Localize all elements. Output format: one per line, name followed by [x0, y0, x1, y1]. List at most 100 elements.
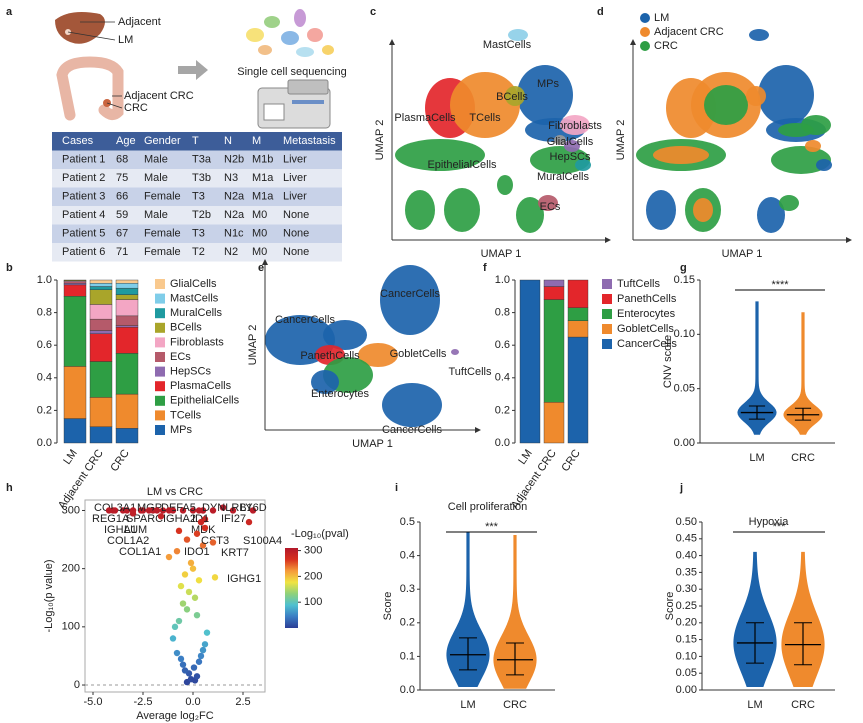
- legend-swatch: [155, 395, 165, 406]
- y-tick-label: 0.2: [495, 404, 510, 416]
- highlighted-gene: [209, 507, 217, 514]
- table-row-bg: [52, 206, 342, 225]
- liver-label: Adjacent: [118, 16, 161, 28]
- table-cell: T3b: [192, 172, 211, 184]
- table-cell: N2: [224, 246, 238, 258]
- legend-label: GobletCells: [617, 323, 674, 335]
- y-tick-label: 1.0: [37, 274, 52, 286]
- table-row-bg: [52, 187, 342, 206]
- gene-point: [219, 504, 227, 511]
- gene-point: [173, 649, 181, 657]
- y-axis-label: -Log₁₀(p value): [43, 559, 55, 632]
- gene-point: [177, 655, 185, 663]
- gene-label: LY6D: [240, 502, 267, 514]
- table-cell: Female: [144, 246, 181, 258]
- gene-label: REG1A: [92, 513, 130, 525]
- x-tick-label: LM: [747, 699, 762, 711]
- panel-letter: g: [680, 262, 687, 274]
- legend-label: PanethCells: [617, 293, 677, 305]
- cell-cluster: [323, 320, 367, 350]
- legend-label: CRC: [654, 40, 678, 52]
- cell-cluster: [758, 65, 814, 125]
- cell-cluster: [746, 86, 766, 106]
- legend-marker: [640, 41, 650, 51]
- legend-swatch: [602, 339, 612, 349]
- table-cell: T3a: [192, 154, 212, 166]
- table-cell: N1c: [224, 228, 244, 240]
- legend-swatch: [155, 381, 165, 392]
- gene-point: [159, 507, 167, 514]
- legend-label: TCells: [170, 409, 202, 421]
- table-cell: Patient 5: [62, 228, 105, 240]
- bar-segment: [63, 284, 87, 297]
- y-tick-label: 0.0: [37, 437, 52, 449]
- legend-swatch: [602, 279, 612, 289]
- colon-label: Adjacent CRC: [124, 90, 194, 102]
- cell-cluster: [380, 265, 440, 335]
- table-cell: Patient 3: [62, 191, 105, 203]
- legend-swatch: [155, 308, 165, 319]
- x-tick-label: LM: [749, 452, 764, 464]
- legend-label: TuftCells: [617, 278, 660, 290]
- bar-segment: [115, 393, 139, 429]
- gene-point: [179, 661, 187, 668]
- cell-cluster: [497, 175, 513, 195]
- gene-point: [183, 536, 191, 543]
- gene-label: IGHA2: [163, 513, 196, 525]
- table-cell: T2b: [192, 209, 211, 221]
- bar-segment: [115, 283, 139, 289]
- legend-swatch: [602, 294, 612, 304]
- x-axis-label: UMAP 1: [722, 248, 763, 260]
- cell-cluster: [693, 198, 713, 222]
- gene-point: [175, 617, 183, 625]
- panel-letter: e: [258, 262, 264, 274]
- highlighted-gene: [197, 518, 205, 526]
- legend-label: LM: [654, 12, 669, 24]
- bar-segment: [115, 287, 139, 295]
- x-tick-label: 2.5: [235, 696, 250, 708]
- y-tick-label: 0.4: [37, 372, 52, 384]
- panel-letter: c: [370, 6, 376, 18]
- x-tick-label: CRC: [503, 699, 527, 711]
- x-tick-label: CRC: [559, 447, 583, 473]
- legend-swatch: [155, 322, 165, 333]
- cluster-label: BCells: [496, 91, 528, 103]
- gene-point: [193, 612, 201, 619]
- table-cell: 67: [116, 228, 128, 240]
- cell-cluster: [382, 383, 442, 427]
- table-cell: M0: [252, 246, 267, 258]
- y-tick-label: 0.2: [37, 404, 52, 416]
- cluster-label: MastCells: [483, 39, 532, 51]
- table-header: Gender: [144, 135, 181, 147]
- bar-segment: [89, 361, 113, 398]
- y-tick-label: 0.35: [676, 566, 697, 578]
- bar-segment: [63, 366, 87, 419]
- bar-segment: [567, 279, 589, 308]
- x-axis-label: UMAP 1: [481, 248, 522, 260]
- highlighted-gene: [145, 507, 153, 514]
- table-cell: M1a: [252, 172, 274, 184]
- bar-segment: [63, 296, 87, 367]
- cell-cluster: [395, 139, 485, 171]
- colorbar-tick-label: 300: [304, 544, 322, 556]
- highlighted-gene: [153, 507, 161, 514]
- highlighted-gene: [105, 507, 113, 514]
- legend-swatch: [155, 425, 165, 435]
- gene-label: IDO1: [184, 546, 210, 558]
- bar-segment: [89, 397, 113, 427]
- gene-point: [173, 548, 181, 555]
- y-tick-label: 100: [62, 621, 80, 633]
- cell-cluster: [575, 159, 591, 171]
- x-tick-label: CRC: [791, 452, 815, 464]
- violin: [781, 551, 825, 688]
- cell-cluster: [757, 197, 785, 233]
- y-tick-label: 0.40: [676, 550, 697, 562]
- significance-label: ****: [771, 279, 789, 291]
- bar-segment: [567, 320, 589, 338]
- bar-segment: [63, 279, 87, 282]
- legend-label: PlasmaCells: [170, 380, 232, 392]
- table-cell: 71: [116, 246, 128, 258]
- cluster-label: ECs: [540, 201, 561, 213]
- cell-cluster: [771, 146, 831, 174]
- colorbar: [285, 548, 298, 628]
